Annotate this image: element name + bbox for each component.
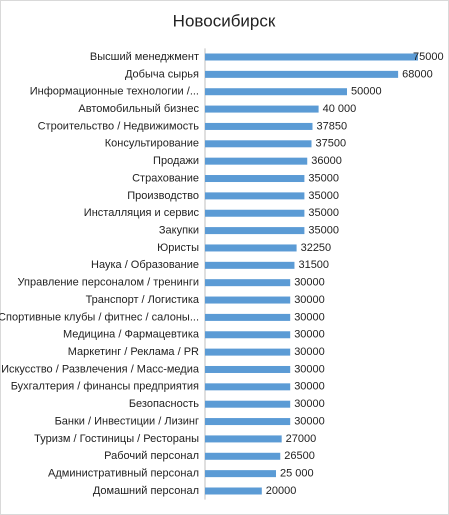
y-tick-label: Информационные технологии /... (30, 86, 199, 98)
y-tick-label: Банки / Инвестиции / Лизинг (55, 415, 199, 427)
bar (205, 122, 313, 130)
y-tick-label: Строительство / Недвижимость (38, 120, 200, 132)
y-tick-label: Наука / Образование (91, 259, 199, 271)
value-label: 30000 (294, 277, 325, 289)
bar (205, 261, 295, 269)
value-label: 50000 (351, 86, 382, 98)
y-tick-label: Транспорт / Логистика (86, 294, 200, 306)
value-label: 30000 (294, 381, 325, 393)
y-tick-label: Административный персонал (48, 468, 199, 480)
value-label: 20000 (266, 485, 297, 497)
value-label: 31500 (298, 259, 329, 271)
value-label: 35000 (308, 190, 339, 202)
value-label: 30000 (294, 329, 325, 341)
y-tick-label: Страхование (132, 172, 199, 184)
bar (205, 487, 262, 495)
y-tick-label: Производство (127, 190, 199, 202)
bar (205, 279, 291, 287)
value-label: 40 000 (323, 103, 357, 115)
y-tick-label: Бухгалтерия / финансы предприятия (11, 381, 199, 393)
bar (205, 365, 291, 373)
value-label: 68000 (402, 68, 433, 80)
value-label: 75000 (413, 51, 444, 63)
value-label: 35000 (308, 207, 339, 219)
bar (205, 452, 281, 460)
y-tick-label: Консультирование (105, 138, 199, 150)
bar (205, 105, 319, 113)
bar (205, 157, 308, 165)
y-tick-label: Управление персоналом / тренинги (18, 277, 199, 289)
y-tick-label: Закупки (159, 225, 199, 237)
bar (205, 227, 305, 235)
bar (205, 209, 305, 217)
y-tick-label: Рабочий персонал (104, 450, 199, 462)
bar (205, 175, 305, 183)
bar (205, 435, 282, 443)
bar (205, 70, 399, 78)
value-label: 37850 (316, 120, 347, 132)
value-label: 35000 (308, 225, 339, 237)
bar (205, 313, 291, 321)
y-tick-label: Автомобильный бизнес (78, 103, 199, 115)
value-label: 27000 (286, 433, 317, 445)
y-tick-label: Инсталляция и сервис (84, 207, 200, 219)
bar (205, 192, 305, 200)
value-label: 30000 (294, 398, 325, 410)
y-tick-label: Безопасность (129, 398, 199, 410)
y-tick-label: Высший менеджмент (90, 51, 199, 63)
bar (205, 331, 291, 339)
value-label: 37500 (316, 138, 347, 150)
value-label: 30000 (294, 346, 325, 358)
bar (205, 296, 291, 304)
value-label: 30000 (294, 311, 325, 323)
y-tick-label: Туризм / Гостиницы / Рестораны (34, 433, 199, 445)
bar (205, 88, 347, 96)
y-tick-label: Юристы (157, 242, 199, 254)
y-tick-label: Спортивные клубы / фитнес / салоны... (0, 311, 199, 323)
value-label: 30000 (294, 363, 325, 375)
bar (205, 383, 291, 391)
chart-title: Новосибирск (173, 11, 276, 30)
value-label: 30000 (294, 294, 325, 306)
y-tick-label: Домашний персонал (93, 485, 199, 497)
y-tick-label: Искусство / Развлечения / Масс-медиа (1, 363, 200, 375)
bar (205, 470, 276, 478)
value-label: 26500 (284, 450, 315, 462)
y-tick-label: Добыча сырья (125, 68, 199, 80)
bar (205, 418, 291, 426)
value-label: 30000 (294, 415, 325, 427)
value-label: 25 000 (280, 468, 314, 480)
value-label: 32250 (301, 242, 332, 254)
bar (205, 244, 297, 252)
bar (205, 348, 291, 356)
y-tick-label: Продажи (153, 155, 199, 167)
bar (205, 140, 312, 148)
bar (205, 53, 418, 61)
y-tick-label: Маркетинг / Реклама / PR (68, 346, 199, 358)
y-tick-label: Медицина / Фармацевтика (63, 329, 200, 341)
value-label: 36000 (311, 155, 342, 167)
bar (205, 400, 291, 408)
value-label: 35000 (308, 172, 339, 184)
